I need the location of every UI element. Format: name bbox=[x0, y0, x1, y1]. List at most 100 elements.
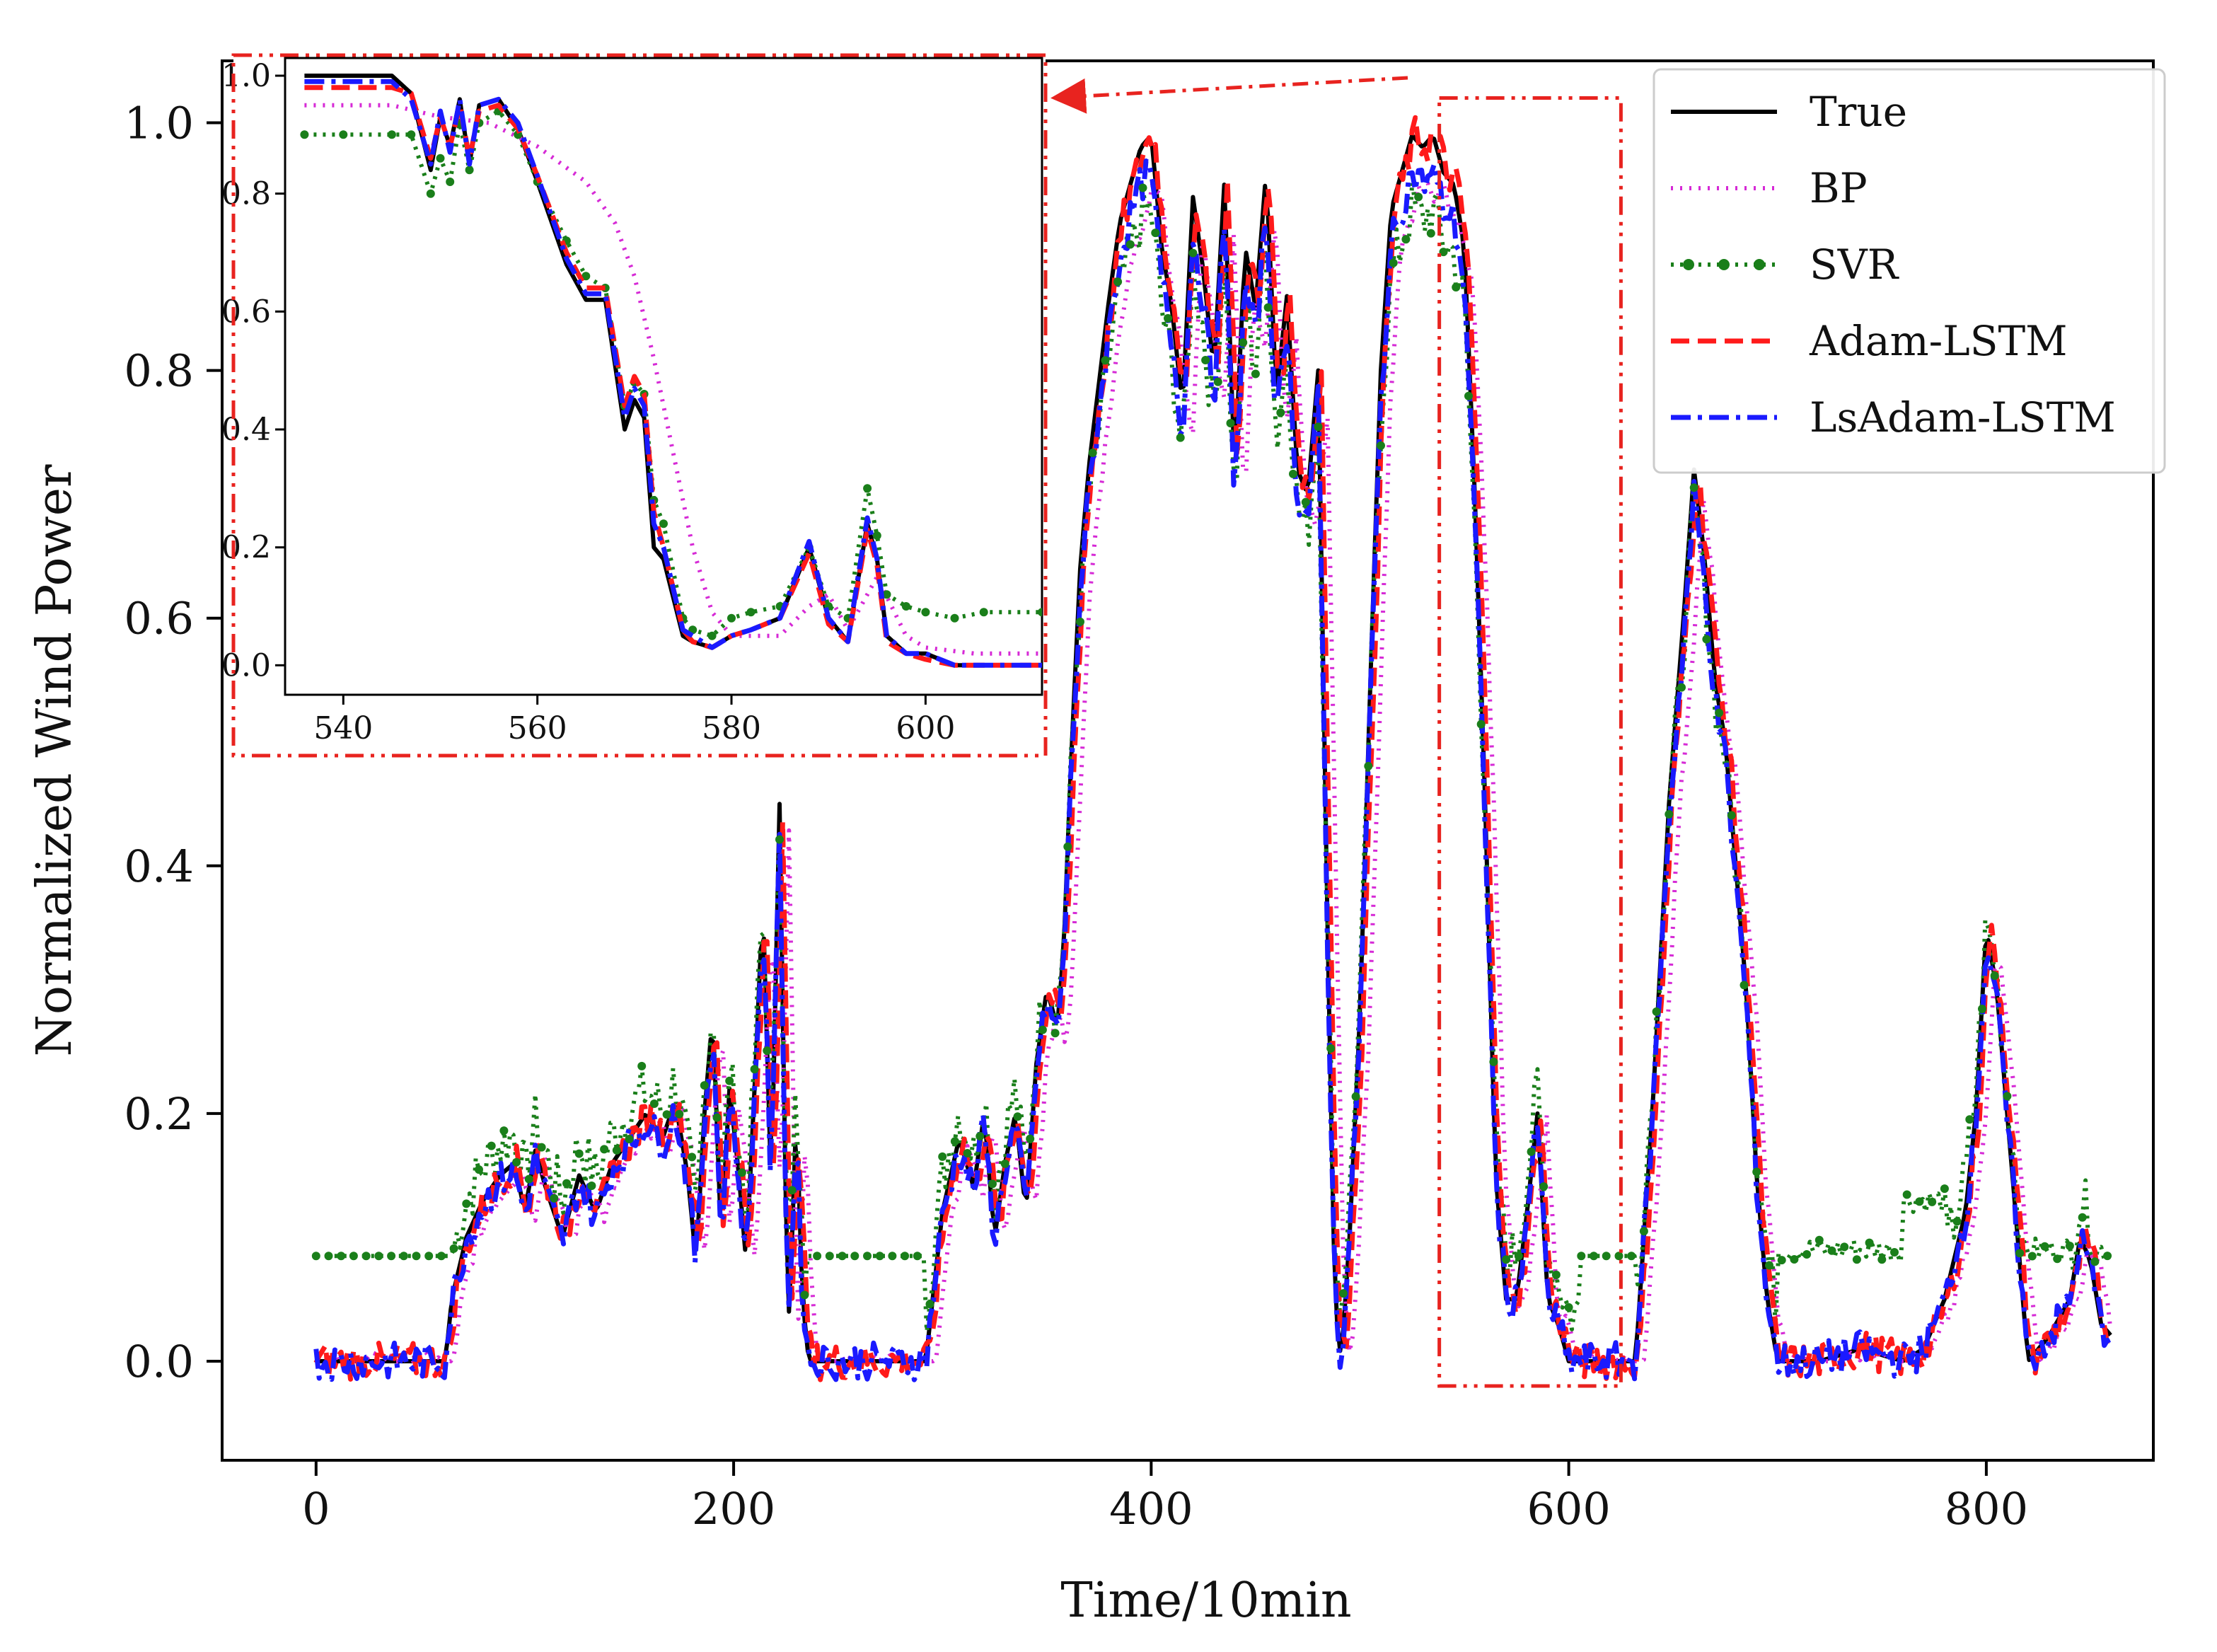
svr-marker bbox=[1489, 1057, 1498, 1066]
svr-marker bbox=[637, 1061, 647, 1070]
svr-marker bbox=[1301, 497, 1310, 507]
inset-series-group bbox=[300, 74, 1042, 668]
svr-marker bbox=[1414, 192, 1423, 202]
inset-x-tick-label: 540 bbox=[313, 710, 373, 746]
legend: True BP SVR Adam-LSTM LsAdam-LSTM bbox=[1652, 68, 2166, 474]
inset-svr-marker bbox=[407, 130, 416, 139]
svr-marker bbox=[688, 1153, 697, 1162]
legend-label-adam-lstm: Adam-LSTM bbox=[1809, 317, 2068, 365]
svr-marker bbox=[1088, 449, 1097, 457]
inset-y-tick-label: 0.8 bbox=[221, 176, 271, 212]
legend-box bbox=[1652, 68, 2166, 474]
zoom-arrow bbox=[1050, 76, 1408, 114]
svr-marker bbox=[1852, 1255, 1861, 1264]
svr-marker bbox=[1276, 408, 1285, 417]
x-tick-label: 600 bbox=[1527, 1483, 1610, 1535]
x-axis-label: Time/10min bbox=[1060, 1573, 1351, 1629]
svr-marker bbox=[1213, 377, 1222, 386]
inset-svr-marker bbox=[436, 154, 445, 163]
svr-marker bbox=[1364, 761, 1373, 770]
inset-x-tick-label: 560 bbox=[508, 710, 567, 746]
x-tick-label: 800 bbox=[1945, 1483, 2028, 1535]
svr-marker bbox=[1752, 1167, 1761, 1177]
svr-marker bbox=[462, 1199, 471, 1208]
inset-x-tick-label: 580 bbox=[702, 710, 761, 746]
inset-y-tick-label: 0.4 bbox=[221, 412, 271, 448]
svr-marker bbox=[1990, 971, 1999, 981]
svr-marker bbox=[1151, 229, 1160, 238]
inset-y-tick-label: 1.0 bbox=[221, 58, 271, 94]
svr-marker bbox=[2078, 1213, 2087, 1222]
inset-svr-marker bbox=[300, 130, 309, 139]
legend-svr-marker bbox=[1754, 259, 1765, 270]
svr-marker bbox=[675, 1109, 684, 1119]
svr-marker bbox=[2040, 1242, 2049, 1251]
y-axis-label: Normalized Wind Power bbox=[27, 464, 83, 1056]
svr-marker bbox=[1790, 1255, 1799, 1264]
svr-marker bbox=[1840, 1242, 1849, 1252]
svr-marker bbox=[1101, 356, 1110, 365]
svr-marker bbox=[1326, 1044, 1336, 1053]
svr-marker bbox=[1765, 1261, 1773, 1270]
inset-svr-marker bbox=[950, 613, 959, 623]
inset-y-tick-label: 0.2 bbox=[221, 530, 271, 566]
svr-marker bbox=[1740, 981, 1749, 990]
svr-marker bbox=[512, 1157, 521, 1167]
inset-svr-marker bbox=[746, 608, 756, 617]
svr-marker bbox=[311, 1252, 320, 1261]
svr-marker bbox=[1452, 283, 1461, 291]
svr-marker bbox=[1590, 1252, 1598, 1261]
svr-marker bbox=[1351, 1092, 1360, 1101]
inset-svr-marker bbox=[446, 178, 455, 186]
svr-marker bbox=[662, 1110, 671, 1119]
svr-marker bbox=[850, 1252, 859, 1261]
svr-marker bbox=[1164, 313, 1172, 323]
plot-frame bbox=[221, 59, 2155, 1462]
svr-marker bbox=[399, 1252, 408, 1261]
svr-marker bbox=[374, 1252, 383, 1261]
inset-svr-marker bbox=[901, 602, 910, 611]
x-tick-label: 0 bbox=[302, 1483, 330, 1535]
y-tick-label: 0.8 bbox=[124, 345, 194, 397]
svr-marker bbox=[976, 1132, 985, 1140]
svr-marker bbox=[725, 1076, 734, 1085]
svr-marker bbox=[963, 1149, 972, 1157]
inset-svr-marker bbox=[727, 613, 736, 623]
svr-marker bbox=[1551, 1270, 1561, 1279]
svr-marker bbox=[1527, 1147, 1536, 1156]
svr-marker bbox=[1201, 356, 1210, 364]
main-series-group bbox=[311, 115, 2113, 1382]
svr-marker bbox=[1113, 277, 1123, 287]
svr-marker bbox=[612, 1145, 621, 1155]
svr-marker bbox=[412, 1252, 421, 1261]
svr-marker bbox=[1263, 303, 1273, 312]
svr-marker bbox=[1702, 635, 1711, 644]
svr-marker bbox=[387, 1252, 396, 1261]
svr-marker bbox=[1050, 1029, 1060, 1038]
svr-marker bbox=[499, 1126, 509, 1136]
svr-marker bbox=[1138, 183, 1147, 192]
svr-marker bbox=[1076, 617, 1084, 626]
inset-y-axis-ticks: 0.0 0.2 0.4 0.6 0.8 1.0 bbox=[221, 58, 285, 683]
svr-marker bbox=[587, 1182, 596, 1190]
svr-marker bbox=[1827, 1246, 1836, 1255]
svr-marker bbox=[1389, 258, 1398, 267]
legend-label-svr: SVR bbox=[1810, 241, 1900, 289]
svr-marker bbox=[1727, 811, 1736, 820]
svr-marker bbox=[813, 1252, 822, 1261]
svr-marker bbox=[475, 1165, 483, 1174]
svr-marker bbox=[1639, 1227, 1648, 1236]
svr-marker bbox=[2027, 1252, 2037, 1261]
zoom-region-box bbox=[1437, 96, 1623, 1388]
svr-marker bbox=[1063, 842, 1072, 851]
svr-marker bbox=[950, 1137, 959, 1146]
svr-marker bbox=[1426, 229, 1435, 238]
svr-marker bbox=[1464, 391, 1473, 400]
svr-marker bbox=[825, 1252, 834, 1261]
svr-marker bbox=[875, 1252, 884, 1261]
svr-marker bbox=[1928, 1197, 1937, 1206]
svr-marker bbox=[1952, 1217, 1962, 1226]
svr-marker bbox=[1514, 1252, 1523, 1261]
svr-marker bbox=[888, 1252, 897, 1261]
